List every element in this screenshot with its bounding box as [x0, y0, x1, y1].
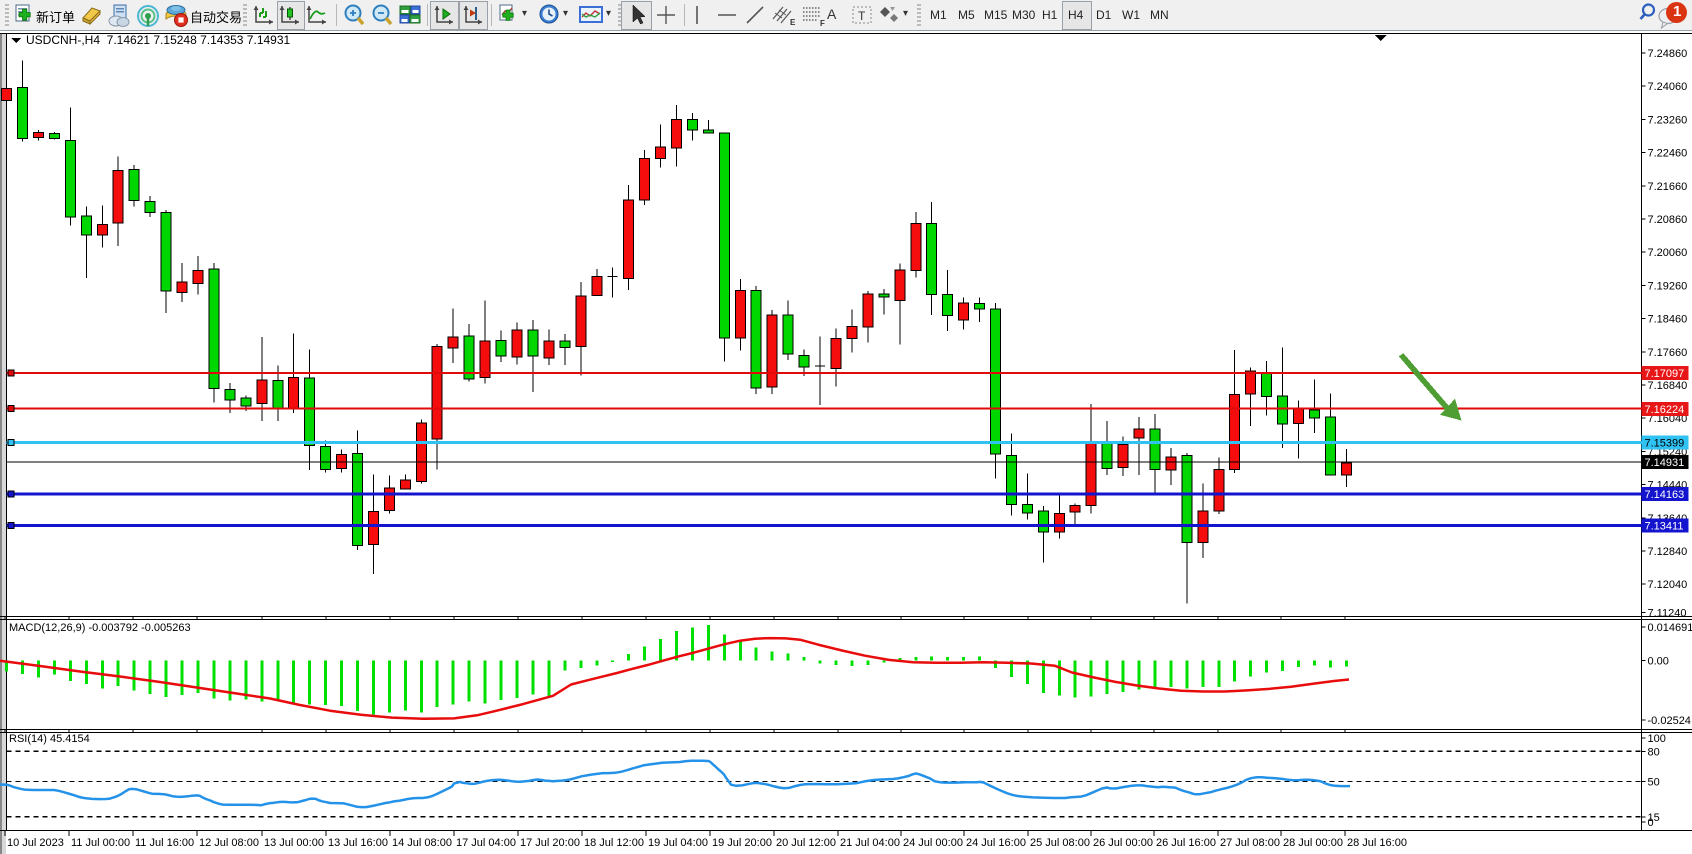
svg-text:7.17660: 7.17660: [1648, 347, 1688, 359]
svg-text:100: 100: [1648, 733, 1666, 745]
svg-text:T: T: [858, 9, 866, 23]
svg-text:7.12840: 7.12840: [1648, 546, 1688, 558]
svg-text:24 Jul 00:00: 24 Jul 00:00: [903, 837, 963, 849]
svg-text:19 Jul 20:00: 19 Jul 20:00: [712, 837, 772, 849]
svg-text:0: 0: [1648, 817, 1654, 829]
svg-text:11 Jul 16:00: 11 Jul 16:00: [135, 837, 194, 849]
svg-text:7.20060: 7.20060: [1648, 247, 1688, 259]
svg-text:50: 50: [1648, 777, 1660, 789]
svg-text:17 Jul 04:00: 17 Jul 04:00: [456, 837, 516, 849]
svg-text:19 Jul 04:00: 19 Jul 04:00: [648, 837, 708, 849]
svg-text:0.014691: 0.014691: [1648, 622, 1692, 634]
svg-text:14 Jul 08:00: 14 Jul 08:00: [392, 837, 452, 849]
svg-text:RSI(14) 45.4154: RSI(14) 45.4154: [9, 733, 90, 745]
svg-text:7.24860: 7.24860: [1648, 48, 1688, 60]
svg-text:7.14931: 7.14931: [1645, 457, 1685, 469]
svg-text:USDCNH-,H4 7.14621 7.15248 7.: USDCNH-,H4 7.14621 7.15248 7.14353 7.149…: [26, 33, 291, 47]
svg-text:7.16040: 7.16040: [1648, 413, 1688, 425]
svg-text:-0.02524: -0.02524: [1648, 715, 1691, 727]
svg-text:27 Jul 08:00: 27 Jul 08:00: [1220, 837, 1280, 849]
svg-text:26 Jul 00:00: 26 Jul 00:00: [1093, 837, 1153, 849]
svg-text:13 Jul 00:00: 13 Jul 00:00: [264, 837, 324, 849]
svg-text:7.15399: 7.15399: [1645, 438, 1685, 450]
svg-text:7.12040: 7.12040: [1648, 579, 1688, 591]
svg-text:25 Jul 08:00: 25 Jul 08:00: [1030, 837, 1090, 849]
svg-text:7.22460: 7.22460: [1648, 148, 1688, 160]
svg-text:7.23260: 7.23260: [1648, 114, 1688, 126]
svg-text:7.19260: 7.19260: [1648, 280, 1688, 292]
svg-text:28 Jul 16:00: 28 Jul 16:00: [1347, 837, 1407, 849]
svg-text:10 Jul 2023: 10 Jul 2023: [7, 837, 64, 849]
svg-text:7.16840: 7.16840: [1648, 380, 1688, 392]
svg-text:F: F: [820, 19, 825, 28]
svg-text:24 Jul 16:00: 24 Jul 16:00: [966, 837, 1026, 849]
svg-text:28 Jul 00:00: 28 Jul 00:00: [1283, 837, 1343, 849]
svg-text:15: 15: [1648, 812, 1660, 824]
svg-text:E: E: [790, 18, 796, 27]
svg-text:11 Jul 00:00: 11 Jul 00:00: [71, 837, 130, 849]
svg-text:17 Jul 20:00: 17 Jul 20:00: [520, 837, 580, 849]
svg-text:18 Jul 12:00: 18 Jul 12:00: [584, 837, 644, 849]
svg-text:7.13411: 7.13411: [1645, 521, 1684, 533]
svg-text:20 Jul 12:00: 20 Jul 12:00: [776, 837, 836, 849]
svg-text:7.16224: 7.16224: [1645, 404, 1685, 416]
svg-text:21 Jul 04:00: 21 Jul 04:00: [840, 837, 900, 849]
svg-text:0.00: 0.00: [1648, 656, 1669, 668]
svg-text:7.11240: 7.11240: [1648, 608, 1687, 620]
svg-text:MACD(12,26,9) -0.003792 -0.005: MACD(12,26,9) -0.003792 -0.005263: [9, 622, 191, 634]
svg-text:26 Jul 16:00: 26 Jul 16:00: [1156, 837, 1216, 849]
svg-text:7.24060: 7.24060: [1648, 81, 1688, 93]
svg-text:13 Jul 16:00: 13 Jul 16:00: [328, 837, 388, 849]
svg-text:7.18460: 7.18460: [1648, 314, 1688, 326]
svg-text:12 Jul 08:00: 12 Jul 08:00: [199, 837, 259, 849]
svg-text:80: 80: [1648, 746, 1660, 758]
svg-text:7.21660: 7.21660: [1648, 181, 1688, 193]
svg-text:7.20860: 7.20860: [1648, 214, 1688, 226]
svg-text:7.17097: 7.17097: [1645, 368, 1685, 380]
svg-text:7.14163: 7.14163: [1645, 489, 1685, 501]
